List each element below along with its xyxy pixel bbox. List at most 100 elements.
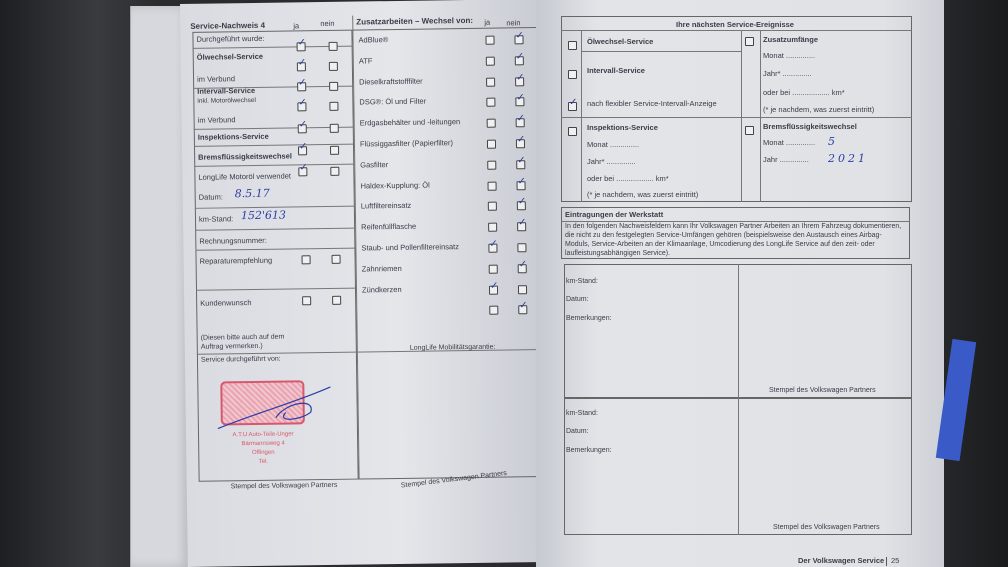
zusatz-nein-checkbox[interactable] [516,201,526,211]
zusatz-item-label: Zündkerzen [361,284,402,295]
zusatz-nein-checkbox[interactable] [515,97,525,107]
service-row-label: Bremsflüssigkeitswechsel [198,151,292,162]
entry1-km: km-Stand: [566,278,598,285]
service-ja-checkbox[interactable] [297,102,307,112]
intervall-label: Intervall-Service [587,66,645,75]
entry1-stempel: Stempel des Volkswagen Partners [769,387,876,394]
zusatz-nein-checkbox[interactable] [517,222,527,232]
service-nein-checkbox[interactable] [329,101,339,111]
zusatz-ja-checkbox[interactable] [486,97,496,108]
service-ja-checkbox[interactable] [297,146,308,156]
kundenwunsch-nein-checkbox[interactable] [332,295,342,305]
zusatz-item-label: DSG®: Öl und Filter [359,96,427,107]
service-ja-checkbox[interactable] [296,62,306,72]
zusatz-nein-checkbox[interactable] [517,263,527,274]
footer-title: Der Volkswagen Service [798,556,885,565]
inspektion-km: oder bei .................. km* [587,174,669,183]
inspektion-checkbox[interactable] [568,127,577,136]
zusatz-nein-checkbox[interactable] [517,284,528,294]
datum-value: 8.5.17 [234,186,270,201]
zusatz-ja-checkbox[interactable] [489,305,499,316]
zusatz-nein-checkbox[interactable] [515,118,525,128]
durchgefuehrt-von-label: Service durchgeführt von: [200,355,281,364]
kundenwunsch-ja-checkbox[interactable] [302,296,312,306]
zusatz-nein-checkbox[interactable] [516,159,526,170]
col-nein: nein [320,18,335,29]
intervall-checkbox[interactable] [568,70,577,79]
page-title: Service-Nachweis 4 [190,20,266,31]
service-ja-checkbox[interactable] [297,82,307,92]
zusatz-jahr: Jahr* .............. [763,69,812,78]
zusatz-item-label: AdBlue® [358,35,389,45]
inspektion-note: (* je nachdem, was zuerst eintritt) [587,190,699,199]
zusatz-item-label: Dieselkraftstofffilter [359,76,423,87]
service-nein-checkbox[interactable] [328,61,338,71]
werkstatt-text: In den folgenden Nachweisfeldern kann Ih… [565,223,902,257]
service-nein-checkbox[interactable] [330,166,340,176]
zusatz-monat: Monat .............. [763,51,816,60]
zusatz-ja-checkbox[interactable] [488,243,498,253]
zusatz-item-label: Staub- und Pollenfiltereinsatz [361,242,460,253]
oelwechsel-checkbox[interactable] [568,41,577,50]
brems-monat-label: Monat .............. [763,138,816,147]
zusatz-ja-checkbox[interactable] [488,285,499,295]
service-row-label: Ölwechsel-Service [196,51,264,62]
zusatz-col-ja: ja [484,17,491,27]
zusatz-ja-checkbox[interactable] [486,77,496,87]
service-nein-checkbox[interactable] [329,81,339,91]
flex-interval-checkbox[interactable] [568,97,577,111]
service-ja-checkbox[interactable] [297,124,307,134]
km-label: km-Stand: [198,214,234,224]
left-page: Service-Nachweis 4 ja nein Durchgeführt … [180,0,546,567]
zusatz-ja-checkbox[interactable] [487,160,497,170]
entry1-bemerkungen: Bemerkungen: [566,315,612,322]
zusatz-ja-checkbox[interactable] [488,264,498,274]
service-nein-checkbox[interactable] [328,41,338,51]
zusatz-ja-checkbox[interactable] [486,139,497,149]
entry1-datum: Datum: [566,296,589,303]
service-nein-checkbox[interactable] [329,123,339,133]
flex-label: nach flexibler Service-Intervall-Anzeige [587,99,717,108]
entry2-km: km-Stand: [566,410,598,417]
brems-checkbox[interactable] [745,126,754,135]
entry2-stempel: Stempel des Volkswagen Partners [773,524,880,531]
reparatur-nein-checkbox[interactable] [331,254,341,264]
note-line2: Auftrag vermerken.) [200,342,263,351]
zusatz-ja-checkbox[interactable] [487,181,497,191]
oelwechsel-label: Ölwechsel-Service [587,37,654,46]
zusatz-ja-checkbox[interactable] [485,35,495,45]
zusatz-item-label: Erdgasbehälter und -leitungen [359,117,461,128]
zusatz-ja-checkbox[interactable] [488,222,498,232]
zusatz-item-label: ATF [358,56,373,66]
zusatz-ja-checkbox[interactable] [486,118,496,128]
reparatur-ja-checkbox[interactable] [301,255,311,265]
zusatz-nein-checkbox[interactable] [518,305,528,315]
note-line1: (Diesen bitte auch auf dem [200,333,285,342]
zusatz-ja-checkbox[interactable] [487,201,497,212]
inspektion-jahr: Jahr* .............. [587,157,636,166]
brems-monat-value: 5 [828,135,835,148]
service-row-label: Intervall-Service [197,85,256,96]
zusatz-nein-checkbox[interactable] [515,139,526,149]
service-nein-checkbox[interactable] [329,145,340,155]
zusatz-checkbox[interactable] [745,37,754,46]
zusatz-nein-checkbox[interactable] [514,56,524,66]
reparatur-label: Reparaturempfehlung [199,255,273,266]
kundenwunsch-label: Kundenwunsch [200,298,252,308]
signature [217,386,331,430]
zusatz-nein-checkbox[interactable] [516,180,526,190]
rechnung-label: Rechnungsnummer: [199,235,267,246]
zusatz-ja-checkbox[interactable] [485,56,495,66]
service-ja-checkbox[interactable] [298,167,308,177]
entry2-bemerkungen: Bemerkungen: [566,447,612,454]
zusatz-nein-checkbox[interactable] [517,243,527,253]
zusatz-item-label: Haldex-Kupplung: Öl [360,180,430,191]
service-ja-checkbox[interactable] [296,42,306,52]
datum-label: Datum: [198,192,223,202]
zusatz-label: Zusatzumfänge [763,35,819,44]
zusatz-nein-checkbox[interactable] [515,76,525,86]
zusatz-note: (* je nachdem, was zuerst eintritt) [763,105,875,114]
zusatz-nein-checkbox[interactable] [514,35,524,45]
inspektion-monat: Monat .............. [587,140,640,149]
page-number: 25 [886,556,899,566]
